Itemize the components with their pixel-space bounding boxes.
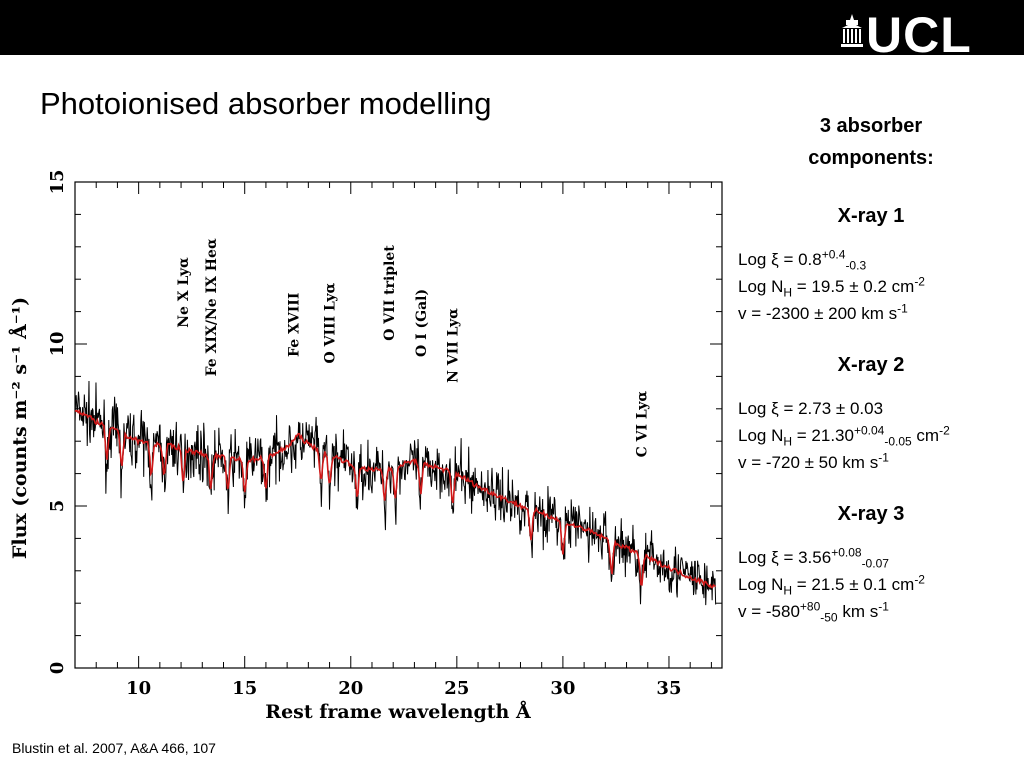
subscript: -0.07	[861, 556, 889, 571]
ucl-logo: UCL	[838, 7, 998, 63]
param-value: = 21.5 ± 0.1 cm	[792, 575, 915, 594]
panel-heading-line2: components:	[808, 147, 934, 169]
param-v: v = -580+80-50 km s-1	[734, 598, 1024, 625]
component-title: X-ray 1	[837, 205, 905, 227]
param-nh: Log NH = 21.30+0.04-0.05 cm-2	[734, 422, 1024, 449]
line-label: O VII triplet	[382, 245, 398, 341]
xi-symbol: ξ	[771, 399, 779, 418]
param-text: Log N	[738, 426, 784, 445]
line-label: C VI Lyα	[634, 391, 650, 458]
superscript: +0.08	[831, 545, 862, 560]
absorber-component: X-ray 2 Log ξ = 2.73 ± 0.03 Log NH = 21.30…	[734, 349, 1024, 476]
param-text: v = -720 ± 50 km s	[738, 453, 879, 472]
logo-wordmark: UCL	[866, 7, 972, 63]
y-tick-label: 15	[47, 169, 68, 194]
param-value: = 2.73 ± 0.03	[778, 399, 884, 418]
superscript: -1	[897, 301, 908, 316]
subscript: -0.05	[884, 434, 912, 449]
subscript: H	[783, 285, 793, 300]
absorber-panel: 3 absorber components: X-ray 1 Log ξ = 0.…	[734, 110, 1024, 625]
subscript: H	[783, 583, 793, 598]
param-v: v = -720 ± 50 km s-1	[734, 449, 1024, 476]
axis-ticks: 10 15 20 25 30 35 0 5 10 15	[47, 169, 722, 699]
param-nh: Log NH = 21.5 ± 0.1 cm-2	[734, 571, 1024, 598]
param-text: v = -2300 ± 200 km s	[738, 304, 898, 323]
param-text: Log N	[738, 575, 784, 594]
line-label: Fe XVIII	[286, 293, 302, 357]
param-unit: km s	[837, 602, 879, 621]
x-tick-label: 20	[338, 678, 363, 699]
plot-area	[74, 181, 723, 669]
param-xi: Log ξ = 2.73 ± 0.03	[734, 395, 1024, 422]
x-tick-label: 35	[656, 678, 681, 699]
citation: Blustin et al. 2007, A&A 466, 107	[12, 740, 216, 756]
param-text: Log	[738, 250, 772, 269]
param-value: = 19.5 ± 0.2 cm	[792, 277, 915, 296]
superscript: +80	[799, 599, 821, 614]
subscript: H	[783, 434, 793, 449]
param-unit: cm	[911, 426, 940, 445]
y-tick-label: 10	[47, 331, 68, 356]
component-title: X-ray 3	[837, 503, 905, 525]
superscript: +0.4	[821, 247, 846, 262]
line-label: Fe XIX/Ne IX Heα	[204, 238, 220, 376]
series-data-line	[74, 381, 717, 606]
component-title: X-ray 2	[837, 354, 905, 376]
spectrum-chart: 10 15 20 25 30 35 0 5 10 15 Ne X Lyα Fe XIX/Ne IX …	[8, 169, 723, 723]
x-tick-label: 25	[444, 678, 469, 699]
param-text: Log	[738, 548, 772, 567]
param-xi: Log ξ = 0.8+0.4-0.3	[734, 246, 1024, 273]
xi-symbol: ξ	[771, 250, 779, 269]
panel-heading-line1: 3 absorber	[819, 115, 923, 137]
subscript: -0.3	[845, 258, 867, 273]
line-annotations: Ne X Lyα Fe XIX/Ne IX Heα Fe XVIII O VIII L…	[176, 238, 650, 457]
series-model-line	[74, 409, 716, 589]
subscript: -50	[820, 610, 838, 625]
x-tick-label: 10	[126, 678, 151, 699]
x-axis-label: Rest frame wavelength Å	[265, 700, 531, 723]
superscript: -1	[878, 450, 889, 465]
line-label: N VII Lyα	[446, 308, 462, 383]
top-banner: UCL	[0, 0, 1024, 63]
plot-frame	[74, 181, 723, 669]
xi-symbol: ξ	[771, 548, 779, 567]
param-value: = 3.56	[778, 548, 832, 567]
x-tick-label: 15	[232, 678, 257, 699]
param-text: Log	[738, 399, 772, 418]
param-xi: Log ξ = 3.56+0.08-0.07	[734, 544, 1024, 571]
portico-icon	[841, 14, 863, 47]
line-label: O VIII Lyα	[323, 283, 339, 364]
absorber-component: X-ray 3 Log ξ = 3.56+0.08-0.07 Log NH = 21…	[734, 498, 1024, 625]
superscript: -2	[914, 274, 925, 289]
param-value: = 21.30	[792, 426, 854, 445]
param-text: Log N	[738, 277, 784, 296]
slide-title: Photoionised absorber modelling	[40, 86, 492, 121]
param-nh: Log NH = 19.5 ± 0.2 cm-2	[734, 273, 1024, 300]
absorber-component: X-ray 1 Log ξ = 0.8+0.4-0.3 Log NH = 19.5 …	[734, 200, 1024, 327]
superscript: -2	[914, 572, 925, 587]
param-value: = 0.8	[778, 250, 822, 269]
y-axis-label: Flux (counts m⁻² s⁻¹ Å⁻¹)	[8, 297, 31, 559]
y-tick-label: 5	[47, 500, 68, 513]
y-tick-label: 0	[47, 662, 68, 675]
line-label: Ne X Lyα	[176, 257, 192, 328]
param-v: v = -2300 ± 200 km s-1	[734, 300, 1024, 327]
superscript: +0.04	[853, 423, 885, 438]
x-tick-label: 30	[550, 678, 575, 699]
line-label: O I (Gal)	[414, 289, 430, 357]
param-text: v = -580	[738, 602, 800, 621]
superscript: -2	[939, 423, 950, 438]
superscript: -1	[878, 599, 889, 614]
